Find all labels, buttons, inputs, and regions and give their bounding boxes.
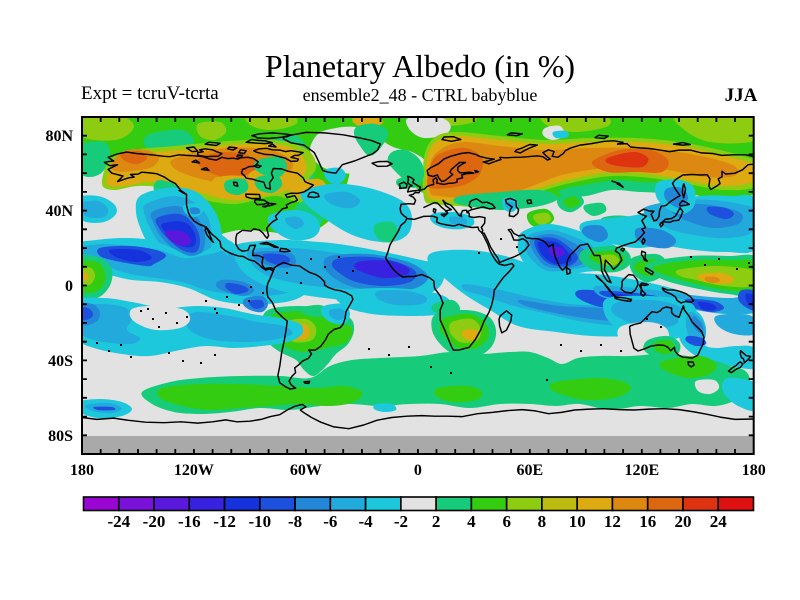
svg-text:-2: -2 (394, 512, 408, 531)
svg-text:40N: 40N (45, 203, 73, 220)
svg-text:80S: 80S (48, 428, 73, 445)
svg-text:-12: -12 (213, 512, 236, 531)
svg-text:60W: 60W (290, 462, 322, 479)
svg-text:Planetary Albedo (in %): Planetary Albedo (in %) (265, 48, 575, 84)
svg-text:-4: -4 (359, 512, 374, 531)
svg-text:-16: -16 (178, 512, 201, 531)
svg-text:60E: 60E (516, 462, 543, 479)
svg-text:Expt = tcruV-tcrta: Expt = tcruV-tcrta (81, 83, 219, 104)
svg-text:-24: -24 (107, 512, 130, 531)
svg-text:JJA: JJA (725, 85, 758, 106)
svg-text:ensemble2_48 - CTRL babyblue: ensemble2_48 - CTRL babyblue (303, 85, 538, 105)
svg-text:8: 8 (538, 512, 547, 531)
svg-text:10: 10 (569, 512, 586, 531)
svg-text:2: 2 (432, 512, 441, 531)
svg-text:-6: -6 (323, 512, 337, 531)
svg-text:4: 4 (467, 512, 476, 531)
svg-text:120W: 120W (174, 462, 214, 479)
svg-text:-20: -20 (143, 512, 166, 531)
svg-text:0: 0 (65, 278, 73, 295)
svg-text:-8: -8 (288, 512, 302, 531)
svg-text:-10: -10 (248, 512, 271, 531)
svg-text:180: 180 (742, 462, 766, 479)
svg-text:0: 0 (414, 462, 422, 479)
svg-text:180: 180 (70, 462, 94, 479)
svg-text:6: 6 (502, 512, 511, 531)
svg-text:120E: 120E (624, 462, 659, 479)
svg-text:40S: 40S (48, 353, 73, 370)
svg-text:16: 16 (639, 512, 656, 531)
svg-text:12: 12 (604, 512, 621, 531)
svg-text:20: 20 (675, 512, 692, 531)
svg-text:24: 24 (710, 512, 728, 531)
svg-text:80N: 80N (45, 128, 73, 145)
